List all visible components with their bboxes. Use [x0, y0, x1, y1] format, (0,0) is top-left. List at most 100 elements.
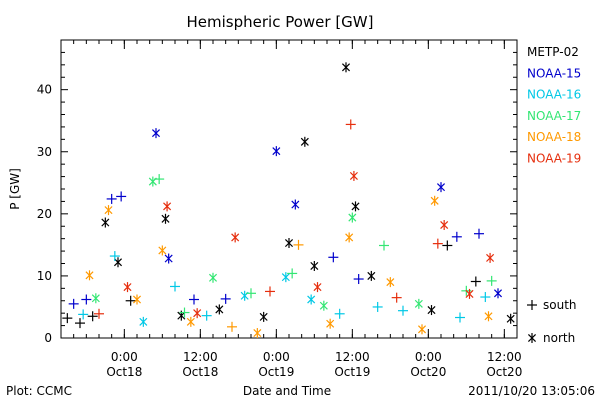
data-point-north — [151, 128, 161, 139]
data-point-north — [486, 252, 495, 263]
x-tick-label-time: 0:00 — [263, 350, 290, 364]
data-point-south — [486, 275, 497, 286]
data-point-south — [398, 305, 408, 316]
data-point-north — [484, 311, 493, 322]
data-point-south — [293, 239, 304, 250]
data-point-south — [391, 292, 402, 303]
data-point-south — [116, 191, 127, 202]
data-point-south — [442, 240, 453, 251]
data-point-south — [474, 228, 484, 239]
data-point-south — [179, 307, 190, 318]
marker-legend-south-label: south — [543, 298, 577, 312]
data-point-north — [132, 294, 142, 305]
data-point-south — [87, 311, 98, 322]
marker-legend-south-symbol — [527, 300, 537, 310]
legend: METP-02 NOAA-15 NOAA-16 NOAA-17 NOAA-18 NOAA-… — [527, 45, 581, 166]
x-axis: 0:00Oct1812:00Oct180:00Oct1912:00Oct190:… — [73, 40, 522, 379]
x-tick-label-time: 12:00 — [487, 350, 522, 364]
data-point-south — [154, 174, 165, 185]
data-point-south — [94, 308, 104, 319]
data-point-south — [287, 268, 298, 279]
data-point-north — [139, 316, 148, 327]
data-point-north — [158, 245, 167, 256]
y-tick-label: 10 — [37, 269, 52, 283]
data-point-north — [259, 311, 268, 322]
data-point-south — [470, 276, 481, 287]
data-point-south — [480, 292, 491, 303]
data-point-north — [427, 305, 436, 316]
x-axis-label: Date and Time — [243, 384, 331, 398]
data-point-north — [186, 316, 195, 327]
data-point-north — [91, 293, 100, 304]
data-point-south — [220, 293, 231, 304]
y-tick-label: 30 — [37, 145, 52, 159]
data-point-north — [506, 313, 515, 324]
data-point-north — [341, 62, 351, 73]
data-point-south — [62, 313, 73, 324]
data-point-north — [386, 277, 395, 288]
x-tick-label-date: Oct18 — [182, 365, 218, 379]
data-point-north — [465, 288, 474, 299]
legend-entry: NOAA-18 — [527, 130, 581, 144]
data-point-south — [189, 294, 199, 305]
data-point-south — [455, 312, 465, 323]
data-point-south — [334, 308, 345, 319]
data-point-north — [436, 182, 446, 193]
data-point-north — [313, 282, 322, 293]
data-point-north — [163, 201, 172, 212]
legend-entry: NOAA-19 — [527, 152, 581, 166]
data-point-north — [284, 238, 294, 249]
chart-title: Hemispheric Power [GW] — [187, 13, 374, 31]
timestamp: 2011/10/20 13:05:06 — [468, 384, 595, 398]
data-point-south — [81, 294, 92, 305]
data-point-north — [310, 260, 319, 271]
x-tick-label-date: Oct20 — [410, 365, 446, 379]
data-point-north — [104, 205, 113, 216]
data-point-north — [193, 308, 202, 319]
plot-frame — [60, 39, 518, 339]
legend-entry: NOAA-15 — [527, 66, 581, 80]
data-point-south — [201, 310, 212, 321]
x-tick-label-date: Oct19 — [334, 365, 370, 379]
data-point-north — [319, 300, 328, 311]
data-point-north — [101, 217, 110, 228]
x-tick-label-time: 12:00 — [335, 350, 370, 364]
data-point-north — [345, 232, 354, 243]
data-point-north — [281, 272, 290, 283]
legend-entry: NOAA-16 — [527, 88, 581, 102]
x-tick-label-time: 0:00 — [415, 350, 442, 364]
y-tick-label: 20 — [37, 207, 52, 221]
data-point-south — [68, 298, 79, 309]
data-point-north — [208, 272, 218, 283]
data-point-north — [348, 212, 357, 223]
data-point-north — [240, 290, 249, 301]
data-point-north — [231, 232, 240, 243]
data-point-north — [326, 318, 335, 329]
data-point-north — [291, 199, 300, 210]
data-point-north — [161, 213, 170, 224]
data-point-north — [85, 270, 94, 281]
data-point-south — [372, 301, 383, 312]
data-point-north — [417, 324, 427, 335]
data-point-north — [367, 270, 376, 281]
marker-legend-north-label: north — [543, 331, 575, 345]
data-point-south — [78, 309, 89, 320]
legend-entry: NOAA-17 — [527, 109, 581, 123]
data-point-north — [272, 146, 281, 157]
data-point-south — [451, 231, 462, 242]
data-point-north — [123, 282, 132, 293]
data-point-north — [215, 304, 224, 315]
marker-legend: south north — [527, 298, 577, 345]
data-point-south — [353, 274, 364, 285]
y-tick-label: 0 — [44, 331, 52, 345]
data-point-south — [109, 251, 120, 262]
x-tick-label-time: 0:00 — [111, 350, 138, 364]
data-point-south — [265, 286, 275, 297]
data-point-north — [440, 220, 449, 231]
y-tick-label: 40 — [37, 83, 52, 97]
x-tick-label-date: Oct18 — [106, 365, 142, 379]
data-point-north — [164, 253, 173, 264]
data-point-north — [148, 176, 157, 187]
data-point-south — [227, 321, 237, 332]
data-point-south — [75, 318, 85, 329]
